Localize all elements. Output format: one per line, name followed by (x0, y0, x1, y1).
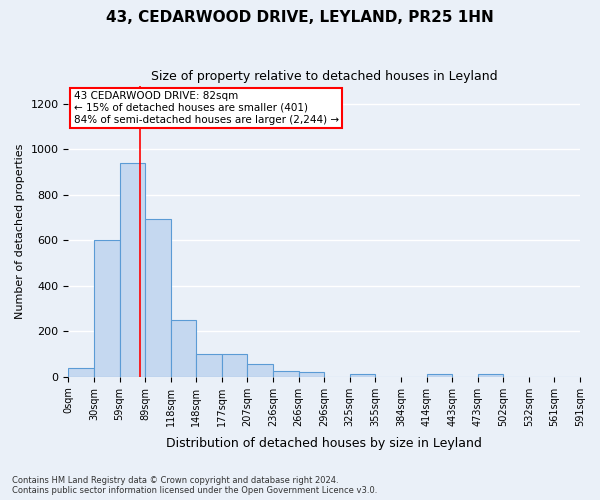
Bar (171, 320, 196, 377)
Text: Contains HM Land Registry data © Crown copyright and database right 2024.
Contai: Contains HM Land Registry data © Crown c… (12, 476, 377, 495)
Bar (427, 374, 452, 377)
Bar (478, 374, 503, 377)
Bar (222, 354, 247, 377)
Bar (247, 364, 273, 377)
Bar (94, 240, 119, 377)
Bar (119, 163, 145, 377)
Bar (145, 218, 171, 377)
Bar (299, 372, 324, 377)
Text: 43 CEDARWOOD DRIVE: 82sqm
← 15% of detached houses are smaller (401)
84% of semi: 43 CEDARWOOD DRIVE: 82sqm ← 15% of detac… (74, 92, 338, 124)
Bar (196, 354, 222, 377)
Y-axis label: Number of detached properties: Number of detached properties (15, 144, 25, 319)
Bar (350, 374, 376, 377)
Bar (273, 371, 299, 377)
X-axis label: Distribution of detached houses by size in Leyland: Distribution of detached houses by size … (166, 437, 482, 450)
Text: 43, CEDARWOOD DRIVE, LEYLAND, PR25 1HN: 43, CEDARWOOD DRIVE, LEYLAND, PR25 1HN (106, 10, 494, 25)
Bar (68, 368, 94, 377)
Title: Size of property relative to detached houses in Leyland: Size of property relative to detached ho… (151, 70, 497, 83)
